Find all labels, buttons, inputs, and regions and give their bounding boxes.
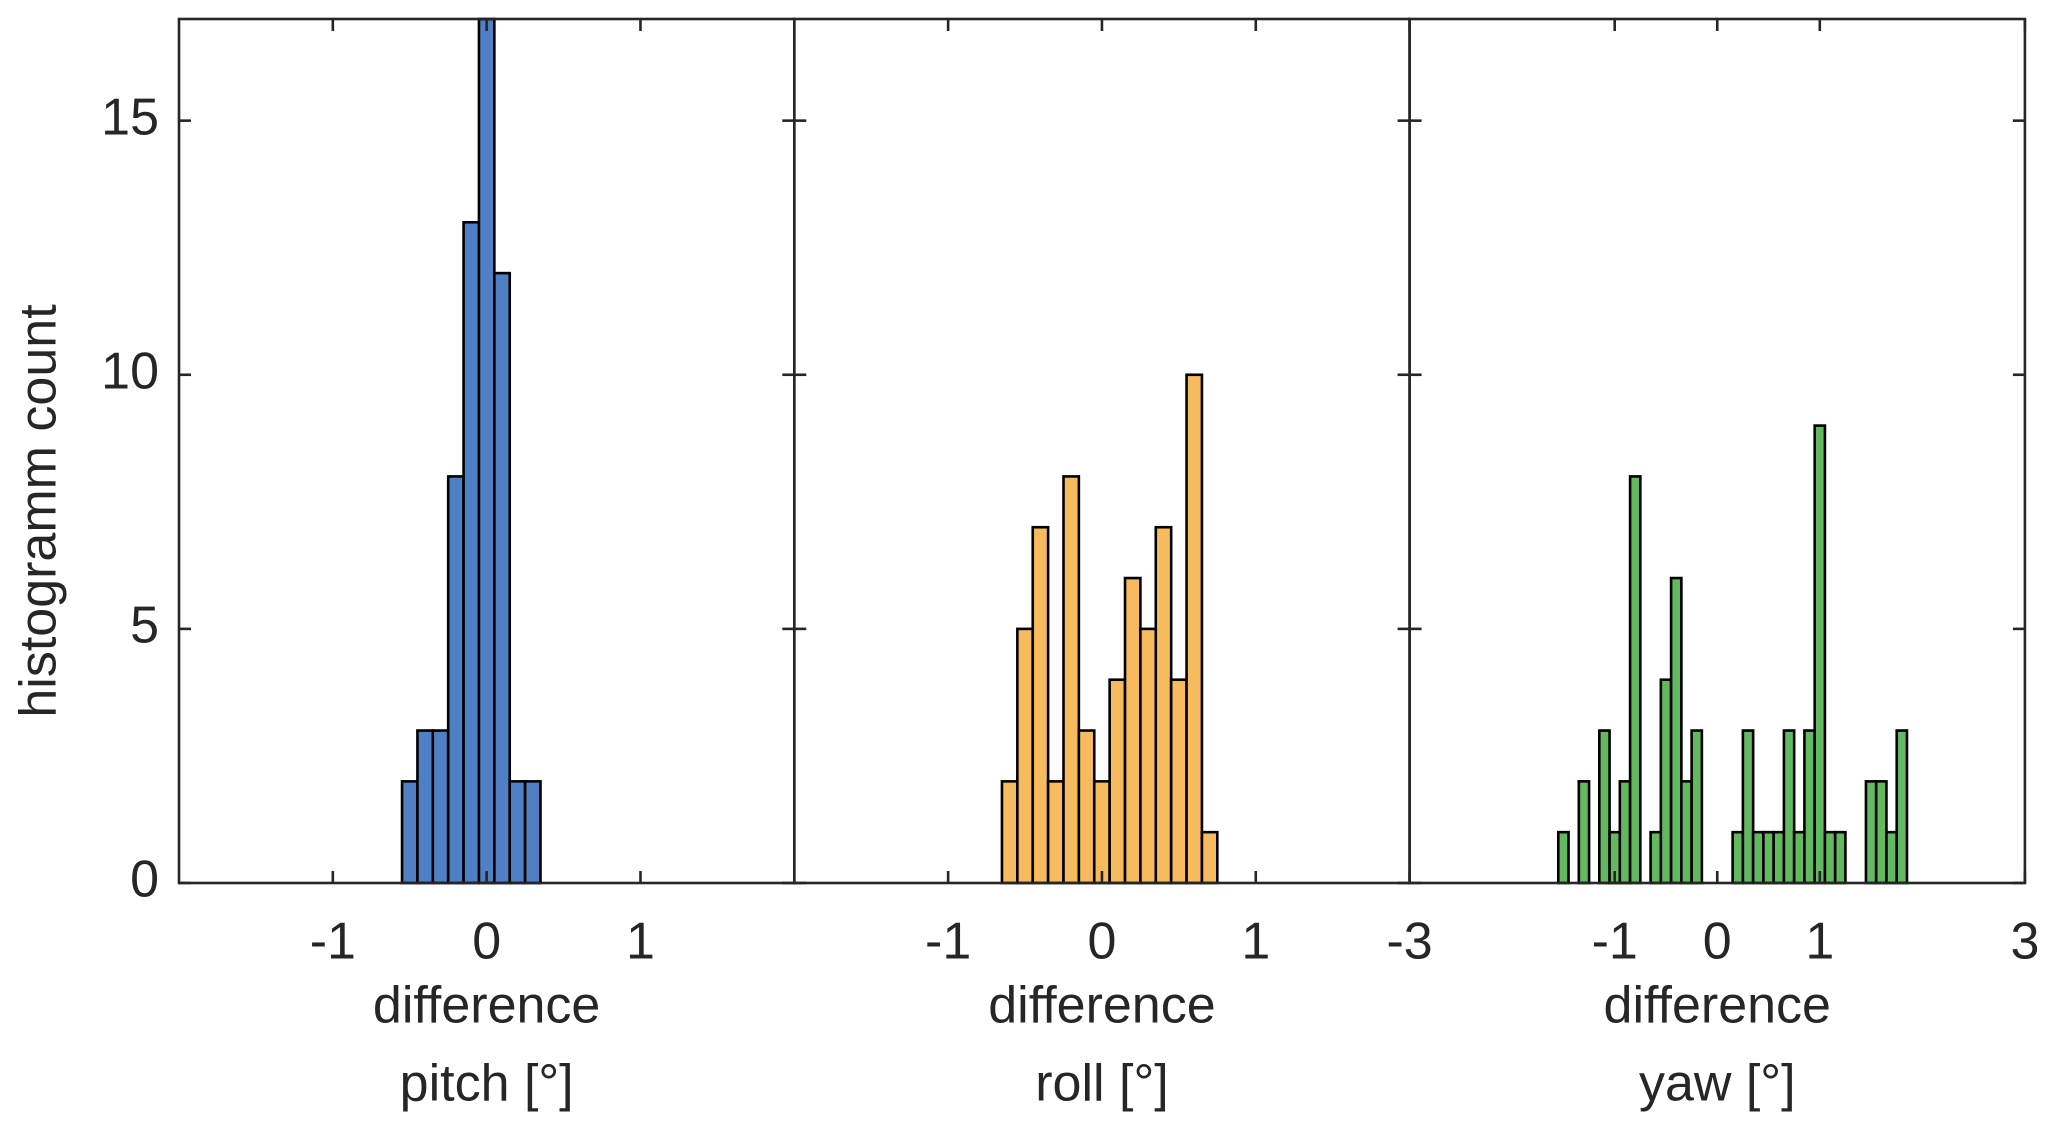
bar <box>1092 780 1111 885</box>
bar <box>1833 830 1847 885</box>
x-tick-label: 1 <box>1805 913 1834 971</box>
y-tick-label: 10 <box>101 342 159 400</box>
bar <box>1690 729 1704 885</box>
bar <box>1169 678 1188 885</box>
bar <box>1077 729 1096 885</box>
bar <box>1000 780 1019 885</box>
bar <box>493 271 512 885</box>
bar <box>1618 780 1632 885</box>
bar <box>1792 830 1806 885</box>
bar <box>400 780 419 885</box>
x-tick-label: 0 <box>1703 913 1732 971</box>
axes-box <box>1408 17 2027 885</box>
bar <box>1628 475 1642 885</box>
bar <box>1731 830 1745 885</box>
bar <box>1813 424 1827 885</box>
bar <box>1139 627 1158 885</box>
bar <box>1751 830 1765 885</box>
bar <box>1895 729 1909 885</box>
bar <box>1659 678 1673 885</box>
bar <box>523 780 542 885</box>
bar <box>1046 780 1065 885</box>
bar <box>1885 830 1899 885</box>
x-tick-label: -1 <box>310 913 356 971</box>
bar <box>1823 830 1837 885</box>
bar <box>1577 780 1591 885</box>
x-axis-label: pitch [°] <box>400 1055 574 1113</box>
bar <box>1803 729 1816 885</box>
bar <box>446 475 465 885</box>
x-tick-label: -1 <box>925 913 971 971</box>
axes-box <box>792 17 1411 885</box>
bar <box>1556 830 1570 885</box>
bar <box>508 780 527 885</box>
x-tick-label: 0 <box>1087 913 1116 971</box>
y-tick-label: 0 <box>130 851 159 909</box>
y-tick-label: 5 <box>130 597 159 655</box>
bar <box>477 17 496 885</box>
bar <box>1154 525 1173 885</box>
x-tick-label: -3 <box>1386 913 1432 971</box>
bar <box>1762 830 1775 885</box>
x-tick-label: 1 <box>626 913 655 971</box>
x-axis-label: difference <box>373 977 600 1035</box>
bar <box>1649 830 1663 885</box>
bar <box>431 729 450 885</box>
bar <box>1108 678 1127 885</box>
bar <box>416 729 435 885</box>
y-axis-label: histogramm count <box>10 304 68 718</box>
bar <box>1016 627 1035 885</box>
bar <box>1680 780 1693 885</box>
bar <box>462 220 481 885</box>
bar <box>1669 576 1683 885</box>
x-axis-label: yaw [°] <box>1639 1055 1796 1113</box>
x-tick-label: -1 <box>1592 913 1638 971</box>
x-tick-label: 1 <box>1241 913 1270 971</box>
bar <box>1185 373 1204 885</box>
bar <box>1123 576 1142 885</box>
bar <box>1031 525 1050 885</box>
y-tick-label: 15 <box>101 88 159 146</box>
bar <box>1874 780 1888 885</box>
bar <box>1598 729 1611 885</box>
x-axis-label: difference <box>988 977 1215 1035</box>
x-axis-label: difference <box>1604 977 1831 1035</box>
x-axis-label: roll [°] <box>1035 1055 1168 1113</box>
x-tick-label: 0 <box>472 913 501 971</box>
x-tick-label: 3 <box>2010 913 2039 971</box>
bar <box>1741 729 1755 885</box>
bar <box>1772 830 1786 885</box>
bar <box>1864 780 1878 885</box>
bar <box>1200 830 1219 885</box>
bar <box>1782 729 1796 885</box>
bar <box>1062 475 1081 885</box>
